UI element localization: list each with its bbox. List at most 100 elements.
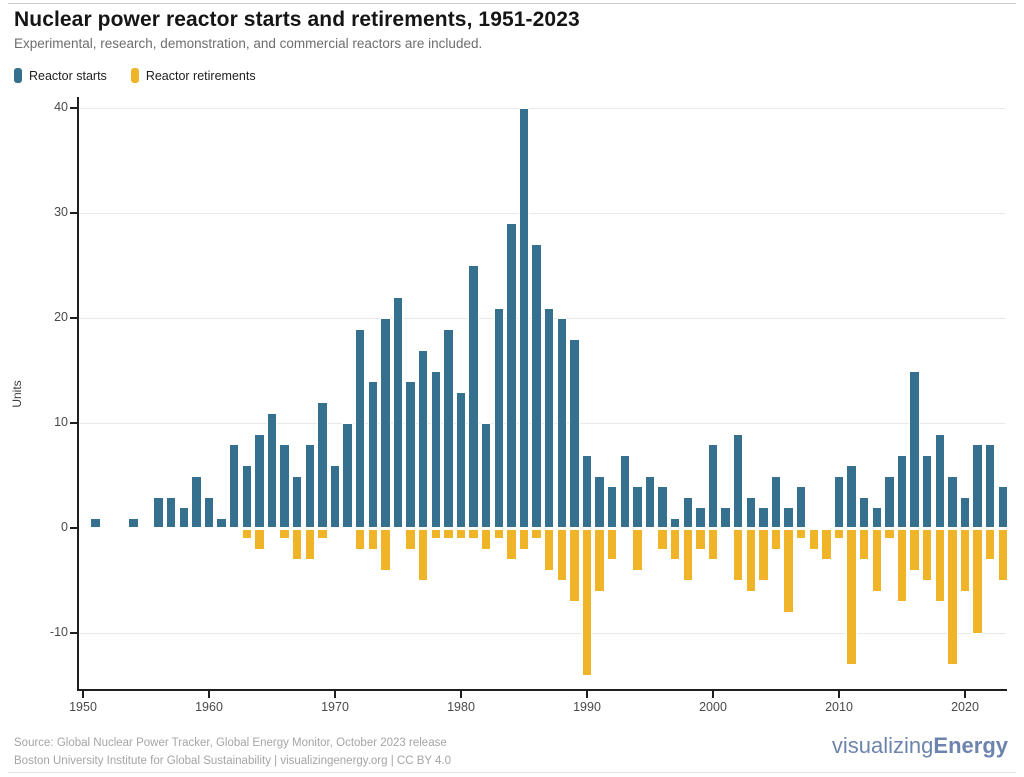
bar-start-1962 xyxy=(229,444,240,529)
bar-retirement-2019 xyxy=(947,528,958,666)
bar-start-2023 xyxy=(997,486,1008,529)
bar-retirement-1978 xyxy=(430,528,441,540)
bar-retirement-1992 xyxy=(607,528,618,561)
bar-start-1981 xyxy=(468,265,479,529)
bar-retirement-1982 xyxy=(481,528,492,550)
x-tick-2000 xyxy=(712,691,714,698)
bar-start-1958 xyxy=(178,507,189,529)
legend-swatch-retirements xyxy=(130,68,139,83)
bar-retirement-1997 xyxy=(670,528,681,561)
bar-start-1989 xyxy=(569,339,580,529)
bar-retirement-1981 xyxy=(468,528,479,540)
bar-start-2013 xyxy=(871,507,882,529)
bar-start-1968 xyxy=(304,444,315,529)
bar-retirement-1990 xyxy=(581,528,593,676)
bar-start-1995 xyxy=(644,475,656,529)
bar-start-1999 xyxy=(695,507,706,529)
y-tick-10 xyxy=(70,422,78,425)
bar-start-1985 xyxy=(518,107,530,529)
logo: visualizingEnergy xyxy=(832,733,1008,759)
bar-retirement-2021 xyxy=(972,528,983,634)
bar-start-2000 xyxy=(707,444,719,529)
gridline-y-20 xyxy=(79,318,1005,319)
x-tick-label-1970: 1970 xyxy=(321,700,349,714)
bar-start-2020 xyxy=(959,496,971,529)
bar-retirement-1994 xyxy=(632,528,643,571)
bar-start-1994 xyxy=(632,486,643,529)
bar-retirement-1991 xyxy=(594,528,605,592)
bar-retirement-2005 xyxy=(770,528,782,550)
bar-retirement-1980 xyxy=(455,528,467,540)
bar-start-1951 xyxy=(90,517,101,529)
legend-label-retirements: Reactor retirements xyxy=(145,68,256,83)
bar-start-1979 xyxy=(443,328,454,529)
bar-retirement-1969 xyxy=(317,528,328,540)
bar-retirement-2023 xyxy=(997,528,1008,582)
bar-start-1980 xyxy=(455,391,467,529)
y-tick-label-40: 40 xyxy=(54,99,68,114)
bar-retirement-2014 xyxy=(884,528,895,540)
source-line: Source: Global Nuclear Power Tracker, Gl… xyxy=(14,737,447,749)
bar-start-2012 xyxy=(859,496,870,529)
bar-retirement-2020 xyxy=(959,528,971,592)
bar-start-1998 xyxy=(682,496,693,529)
page-subtitle: Experimental, research, demonstration, a… xyxy=(14,36,483,51)
x-tick-1950 xyxy=(82,691,84,698)
y-tick-label-30: 30 xyxy=(54,204,68,219)
bar-start-1960 xyxy=(203,496,215,529)
bar-start-1975 xyxy=(392,297,404,529)
x-tick-label-2020: 2020 xyxy=(951,700,979,714)
bar-start-1957 xyxy=(166,496,177,529)
bar-start-2007 xyxy=(796,486,807,529)
x-tick-1970 xyxy=(334,691,336,698)
x-tick-label-1980: 1980 xyxy=(447,700,475,714)
x-tick-label-1990: 1990 xyxy=(573,700,601,714)
x-tick-1960 xyxy=(208,691,210,698)
logo-bold: Energy xyxy=(933,733,1008,758)
bar-retirement-2010 xyxy=(833,528,845,540)
x-axis-line xyxy=(77,689,1007,691)
x-tick-label-2000: 2000 xyxy=(699,700,727,714)
bar-start-1983 xyxy=(493,307,504,529)
bar-start-1984 xyxy=(506,223,517,529)
bar-start-2004 xyxy=(758,507,769,529)
bar-retirement-2007 xyxy=(796,528,807,540)
y-axis-line xyxy=(77,97,79,691)
bar-retirement-1966 xyxy=(279,528,290,540)
x-tick-1980 xyxy=(460,691,462,698)
bar-retirement-2009 xyxy=(821,528,832,561)
bar-start-1966 xyxy=(279,444,290,529)
x-tick-2020 xyxy=(964,691,966,698)
bar-start-1992 xyxy=(607,486,618,529)
bar-start-1963 xyxy=(241,465,252,529)
x-tick-1990 xyxy=(586,691,588,698)
x-tick-label-1950: 1950 xyxy=(69,700,97,714)
y-tick--10 xyxy=(70,632,78,635)
bar-start-1971 xyxy=(342,423,353,529)
bar-start-1991 xyxy=(594,475,605,529)
bar-start-1956 xyxy=(153,496,164,529)
bar-start-1959 xyxy=(191,475,202,529)
bar-start-2005 xyxy=(770,475,782,529)
bar-start-1973 xyxy=(367,381,378,529)
bar-retirement-1996 xyxy=(657,528,668,550)
bar-start-2015 xyxy=(896,454,908,529)
bar-start-2021 xyxy=(972,444,983,529)
bar-start-1997 xyxy=(670,517,681,529)
gridline-y-40 xyxy=(79,107,1005,109)
bar-retirement-1999 xyxy=(695,528,706,550)
bar-start-2017 xyxy=(922,454,933,529)
bar-start-1977 xyxy=(418,349,429,529)
bar-retirement-1987 xyxy=(544,528,555,571)
gridline-y-30 xyxy=(79,212,1005,214)
bar-retirement-2011 xyxy=(846,528,857,666)
gridline-y-10 xyxy=(79,423,1005,425)
bar-retirement-1963 xyxy=(241,528,252,540)
logo-regular: visualizing xyxy=(831,733,934,758)
bar-retirement-2012 xyxy=(859,528,870,561)
bar-retirement-1964 xyxy=(254,528,265,550)
bar-retirement-2016 xyxy=(909,528,920,571)
bar-retirement-2002 xyxy=(733,528,744,582)
